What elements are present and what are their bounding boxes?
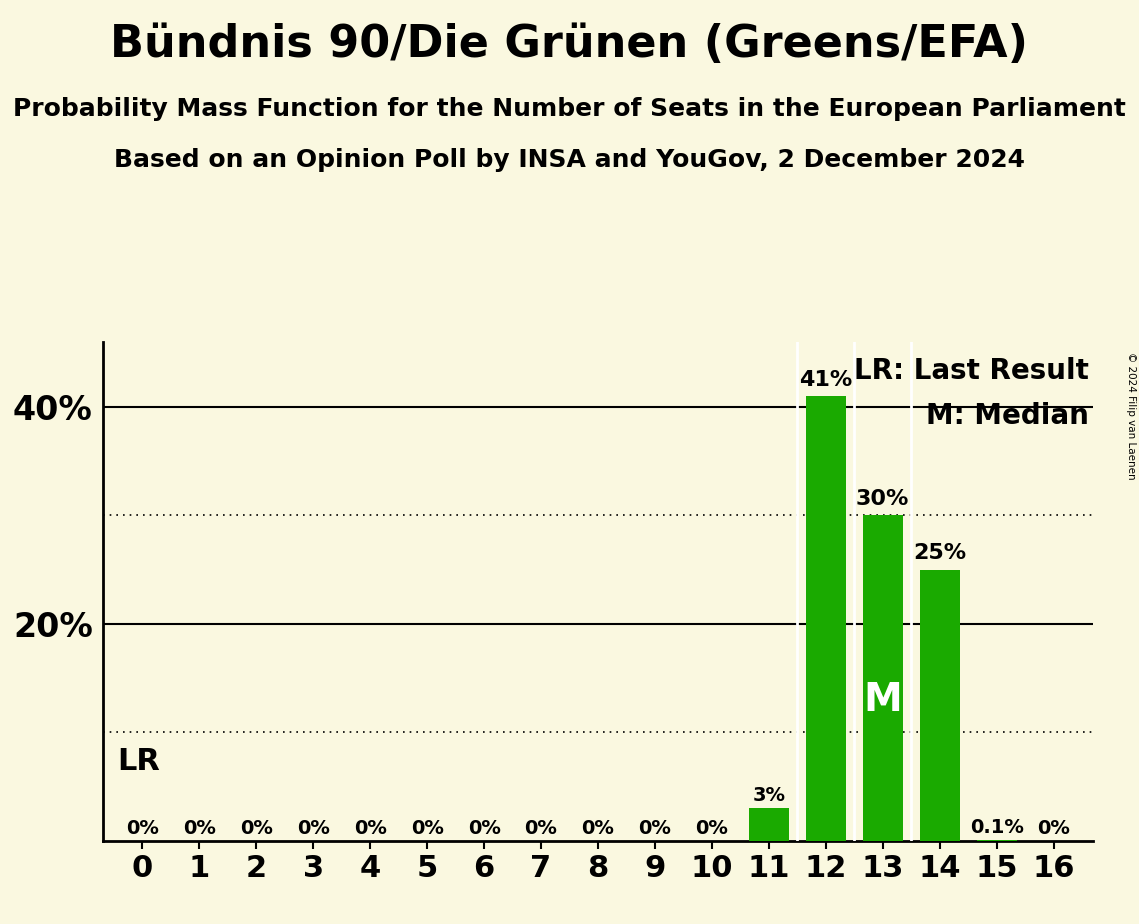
- Text: Bündnis 90/Die Grünen (Greens/EFA): Bündnis 90/Die Grünen (Greens/EFA): [110, 23, 1029, 67]
- Text: Based on an Opinion Poll by INSA and YouGov, 2 December 2024: Based on an Opinion Poll by INSA and You…: [114, 148, 1025, 172]
- Text: 0%: 0%: [696, 819, 728, 837]
- Text: 0%: 0%: [582, 819, 614, 837]
- Bar: [806, 396, 845, 841]
- Text: 0%: 0%: [354, 819, 386, 837]
- Text: 0%: 0%: [525, 819, 557, 837]
- Text: 0%: 0%: [1038, 819, 1070, 837]
- Text: 0%: 0%: [297, 819, 329, 837]
- Text: LR: LR: [117, 747, 161, 775]
- Text: 0%: 0%: [183, 819, 215, 837]
- Text: 25%: 25%: [913, 543, 966, 563]
- Text: 0%: 0%: [126, 819, 158, 837]
- Text: 0%: 0%: [240, 819, 272, 837]
- Text: 0%: 0%: [411, 819, 443, 837]
- Text: © 2024 Filip van Laenen: © 2024 Filip van Laenen: [1126, 352, 1136, 480]
- Text: Probability Mass Function for the Number of Seats in the European Parliament: Probability Mass Function for the Number…: [13, 97, 1126, 121]
- Text: 30%: 30%: [857, 489, 909, 509]
- Text: 0%: 0%: [468, 819, 500, 837]
- Bar: [749, 808, 789, 841]
- Text: 41%: 41%: [800, 370, 852, 390]
- Bar: [920, 570, 960, 841]
- Text: 0%: 0%: [639, 819, 671, 837]
- Text: LR: Last Result: LR: Last Result: [853, 357, 1089, 385]
- Bar: [863, 516, 903, 841]
- Text: 0.1%: 0.1%: [969, 818, 1024, 836]
- Text: 3%: 3%: [753, 786, 785, 805]
- Text: M: M: [863, 681, 902, 719]
- Bar: [977, 840, 1017, 841]
- Text: M: Median: M: Median: [926, 402, 1089, 430]
